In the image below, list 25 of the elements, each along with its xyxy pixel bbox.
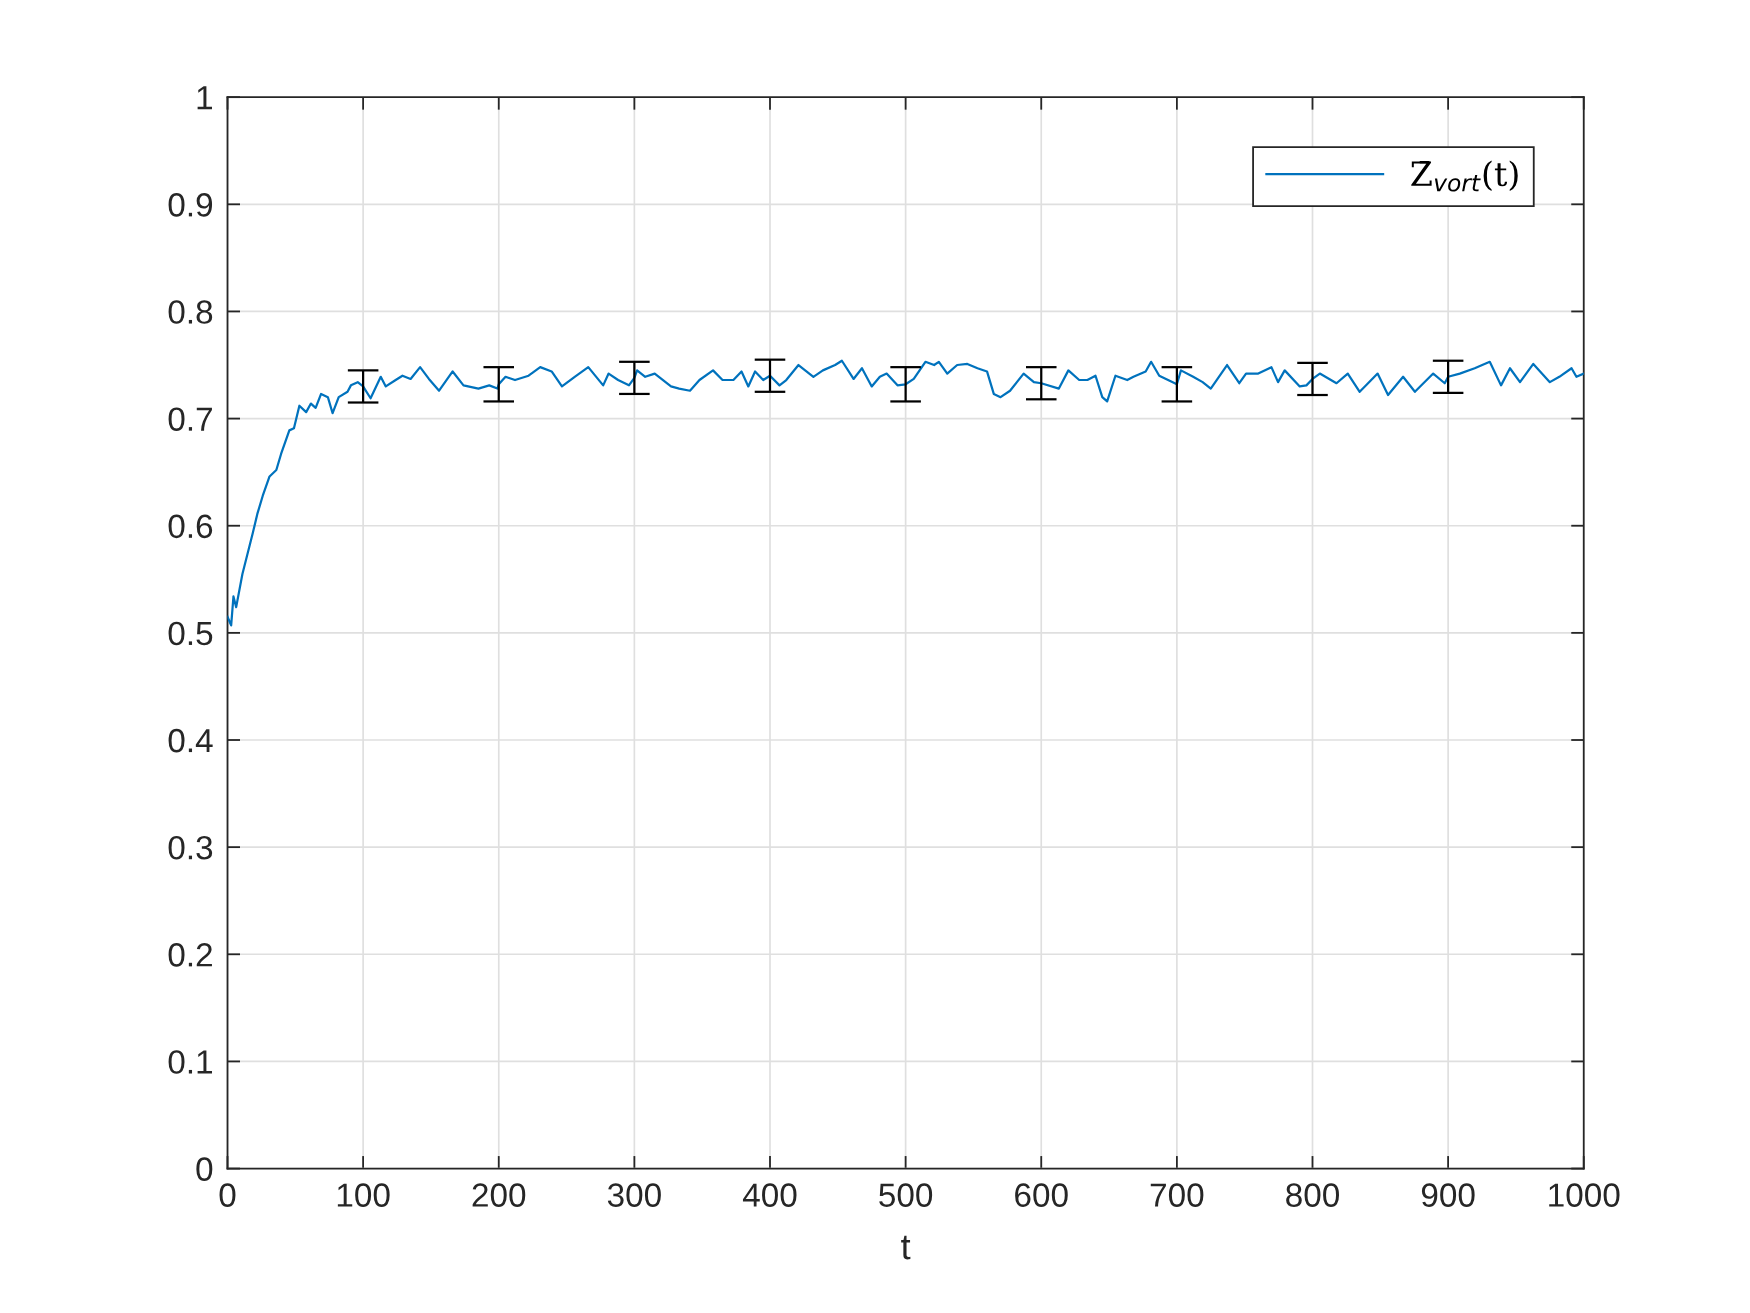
y-tick-label: 0 [196, 1157, 213, 1181]
x-tick-label: 700 [1150, 1183, 1204, 1207]
y-tick-label: 0.4 [168, 728, 213, 753]
x-tick-label: 100 [337, 1183, 390, 1207]
y-tick-label: 1 [197, 86, 212, 110]
x-tick-label: 400 [742, 1183, 797, 1207]
y-tick-label: 0.6 [168, 514, 213, 539]
line-series [227, 359, 1584, 627]
x-tick-label: 0 [219, 1183, 236, 1207]
legend-label: Z̄$_{vort}$(t) [1411, 160, 1518, 192]
y-tick-label: 0.1 [168, 1050, 212, 1074]
y-tick-label: 0.5 [168, 621, 213, 646]
x-tick-label: 800 [1286, 1183, 1340, 1207]
y-tick-label: 0.2 [168, 943, 212, 967]
x-tick-label: 600 [1015, 1183, 1068, 1207]
y-tick-label: 0.3 [168, 835, 213, 860]
x-tick-label: 900 [1421, 1183, 1475, 1207]
x-tick-label: 200 [472, 1183, 526, 1207]
x-tick-label: 1000 [1549, 1183, 1620, 1207]
y-tick-label: 0.8 [168, 300, 213, 324]
x-tick-label: 300 [607, 1183, 661, 1207]
x-axis-title: t [901, 1235, 911, 1260]
y-tick-label: 0.7 [168, 407, 212, 431]
y-tick-label: 0.9 [168, 193, 213, 217]
x-tick-label: 500 [879, 1183, 933, 1207]
